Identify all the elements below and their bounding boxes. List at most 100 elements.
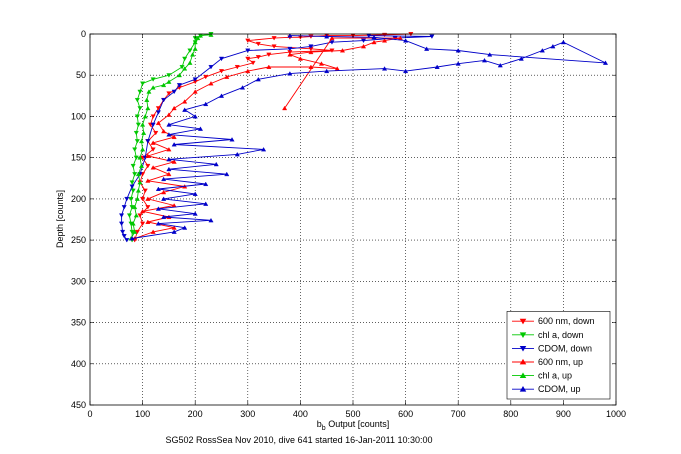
data-point <box>171 89 177 95</box>
chart-caption: SG502 RossSea Nov 2010, dive 641 started… <box>165 435 432 445</box>
data-point <box>142 114 148 119</box>
data-point <box>371 39 377 45</box>
data-point <box>129 236 135 241</box>
data-point <box>487 52 493 57</box>
data-point <box>282 105 288 111</box>
data-point <box>171 142 177 147</box>
data-point <box>179 65 185 70</box>
data-point <box>119 221 125 226</box>
data-point <box>171 159 177 164</box>
data-point <box>176 72 182 78</box>
data-point <box>197 126 204 131</box>
data-point <box>134 97 140 103</box>
data-point <box>166 112 172 117</box>
data-point <box>266 52 272 57</box>
data-point <box>145 105 151 111</box>
data-point <box>153 130 159 136</box>
data-point <box>539 48 545 53</box>
data-point <box>182 99 188 104</box>
data-point <box>182 225 188 230</box>
data-point <box>126 213 132 218</box>
data-point <box>318 61 324 66</box>
data-point <box>518 56 524 61</box>
data-point <box>255 55 261 60</box>
data-point <box>203 74 209 80</box>
data-point <box>271 44 277 49</box>
data-point <box>132 147 138 152</box>
data-point <box>145 205 151 210</box>
data-point <box>129 205 135 210</box>
x-tick-label: 900 <box>556 409 571 419</box>
x-tick-label: 1000 <box>606 409 626 419</box>
data-point <box>130 188 136 194</box>
legend-item: CDOM, down <box>512 343 592 353</box>
data-point <box>135 171 141 177</box>
data-point <box>138 163 145 168</box>
series-4 <box>128 32 214 241</box>
data-point <box>360 43 367 49</box>
y-tick-label: 300 <box>71 276 86 286</box>
data-point <box>224 171 230 177</box>
legend-marker <box>519 318 527 325</box>
data-point <box>182 66 188 71</box>
data-point <box>166 132 172 137</box>
data-point <box>132 204 138 210</box>
data-point <box>166 171 172 177</box>
data-point <box>144 97 150 102</box>
data-point <box>208 217 214 223</box>
data-point <box>287 33 293 38</box>
legend-label: 600 nm, down <box>538 316 595 326</box>
data-point <box>371 34 377 40</box>
data-point <box>145 196 151 201</box>
data-point <box>128 196 134 202</box>
data-point <box>155 110 161 115</box>
data-point <box>234 65 240 70</box>
data-point <box>192 39 198 45</box>
data-point <box>132 229 138 234</box>
legend-marker <box>519 358 527 365</box>
data-point <box>140 196 146 202</box>
data-point <box>161 128 167 134</box>
data-point <box>145 153 151 158</box>
data-point <box>133 130 139 136</box>
data-point <box>150 114 156 119</box>
data-point <box>166 91 172 96</box>
data-point <box>245 56 251 62</box>
data-point <box>145 178 151 183</box>
legend-marker <box>519 332 527 338</box>
legend-marker <box>519 386 527 392</box>
data-point <box>134 114 140 119</box>
x-tick-label: 800 <box>503 409 518 419</box>
data-point <box>329 40 335 45</box>
data-point <box>155 221 161 226</box>
data-point <box>150 165 156 170</box>
data-point <box>137 155 143 160</box>
data-point <box>208 32 214 37</box>
legend-label: chl a, down <box>538 330 584 340</box>
data-point <box>271 36 277 41</box>
data-point <box>403 68 409 74</box>
y-tick-label: 150 <box>71 153 86 163</box>
data-point <box>137 106 143 111</box>
data-point <box>166 122 172 127</box>
series-5 <box>129 33 609 241</box>
data-point <box>134 139 140 144</box>
data-point <box>218 56 225 62</box>
x-tick-label: 700 <box>451 409 466 419</box>
data-point <box>150 77 156 82</box>
data-point <box>134 229 140 235</box>
data-point <box>213 161 219 167</box>
data-point <box>166 79 172 84</box>
data-point <box>161 189 167 195</box>
legend-item: chl a, up <box>512 371 572 381</box>
y-tick-label: 100 <box>71 111 86 121</box>
data-point <box>192 211 198 216</box>
data-point <box>150 229 156 234</box>
data-point <box>176 83 182 88</box>
data-point <box>137 180 143 185</box>
data-point <box>129 229 135 235</box>
data-point <box>308 49 314 55</box>
data-point <box>150 122 156 128</box>
data-point <box>403 38 409 43</box>
data-point <box>203 181 209 187</box>
